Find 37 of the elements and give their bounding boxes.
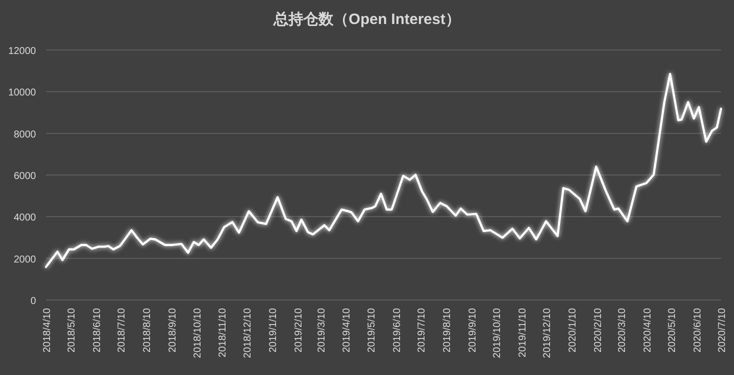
x-tick-label: 2018/8/10 [142,308,154,352]
x-tick-label: 2019/10/10 [492,308,503,358]
x-tick-label: 2019/6/10 [392,308,403,352]
x-tick-label: 2020/3/10 [616,308,628,352]
chart-title: 总持仓数（Open Interest） [272,11,460,28]
y-tick-label: 12000 [8,46,36,57]
x-tick-label: 2019/7/10 [416,308,428,352]
y-tick-label: 2000 [14,254,36,266]
x-tick-label: 2019/8/10 [442,308,453,352]
x-tick-label: 2018/4/10 [42,308,53,352]
x-tick-label: 2019/5/10 [366,308,378,352]
y-tick-label: 6000 [14,171,36,182]
x-tick-label: 2019/1/10 [268,308,279,352]
x-tick-label: 2019/2/10 [293,308,304,352]
line-series [44,72,722,268]
x-tick-label: 2019/3/10 [316,308,328,352]
y-tick-label: 4000 [14,212,36,224]
x-tick-label: 2019/12/10 [542,308,554,358]
x-tick-label: 2020/6/10 [692,308,704,352]
x-tick-label: 2018/10/10 [192,308,204,358]
x-tick-label: 2020/1/10 [568,308,579,352]
x-tick-label: 2018/6/10 [92,308,104,352]
x-tick-label: 2019/11/10 [517,308,528,358]
y-tick-label: 10000 [8,88,36,99]
x-tick-label: 2018/5/10 [66,308,78,352]
y-tick-label: 8000 [14,129,36,140]
x-tick-label: 2019/4/10 [342,308,353,352]
x-tick-label: 2020/5/10 [666,308,678,352]
x-tick-label: 2018/11/10 [218,308,229,358]
x-tick-label: 2018/9/10 [168,308,179,352]
y-tick-label: 0 [30,296,36,307]
x-tick-label: 2018/7/10 [116,308,128,352]
x-tick-label: 2020/2/10 [593,308,604,352]
x-tick-label: 2020/4/10 [642,308,654,352]
x-tick-label: 2018/12/10 [242,308,254,358]
x-tick-label: 2020/7/10 [717,308,728,352]
x-tick-label: 2019/9/10 [467,308,478,352]
